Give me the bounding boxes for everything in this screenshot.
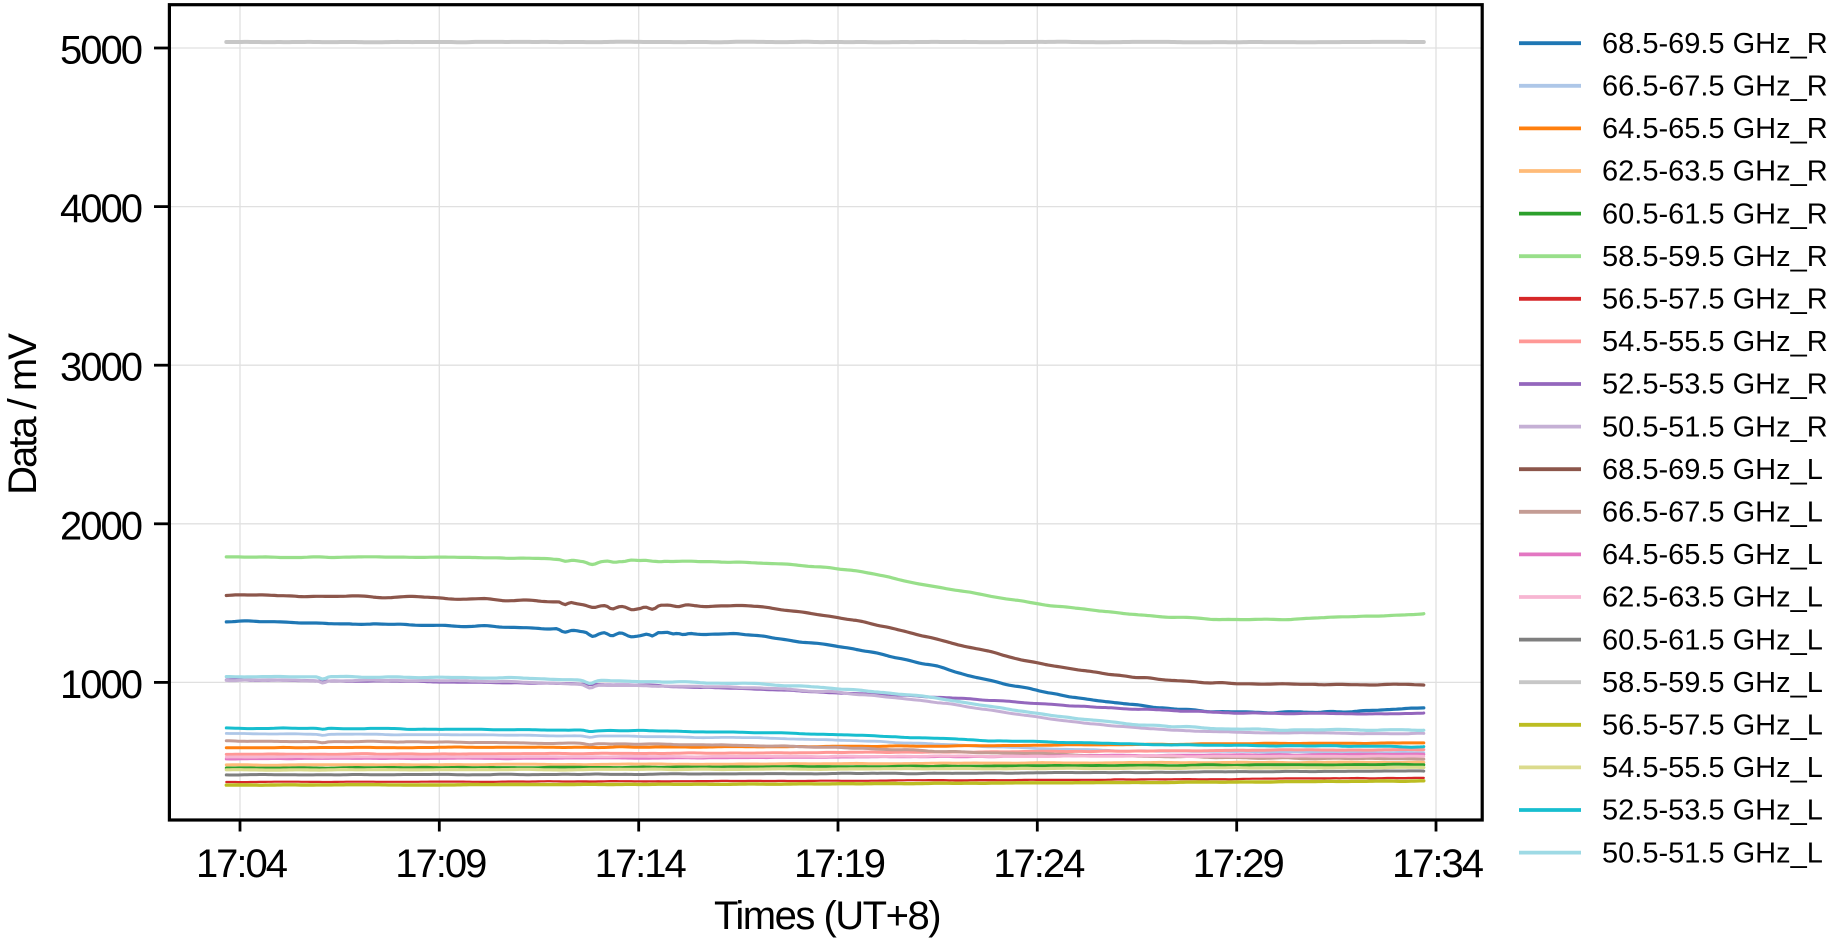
- svg-text:50.5-51.5 GHz_R: 50.5-51.5 GHz_R: [1602, 411, 1828, 443]
- svg-text:17:14: 17:14: [595, 842, 687, 886]
- svg-text:58.5-59.5 GHz_L: 58.5-59.5 GHz_L: [1602, 667, 1823, 699]
- svg-text:60.5-61.5 GHz_L: 60.5-61.5 GHz_L: [1602, 624, 1823, 656]
- svg-text:56.5-57.5 GHz_L: 56.5-57.5 GHz_L: [1602, 710, 1823, 742]
- svg-text:56.5-57.5 GHz_R: 56.5-57.5 GHz_R: [1602, 284, 1828, 316]
- svg-text:4000: 4000: [60, 187, 142, 231]
- svg-text:68.5-69.5 GHz_R: 68.5-69.5 GHz_R: [1602, 28, 1828, 60]
- svg-text:17:19: 17:19: [794, 842, 885, 886]
- svg-text:52.5-53.5 GHz_R: 52.5-53.5 GHz_R: [1602, 369, 1828, 401]
- svg-text:60.5-61.5 GHz_R: 60.5-61.5 GHz_R: [1602, 198, 1828, 230]
- svg-text:66.5-67.5 GHz_L: 66.5-67.5 GHz_L: [1602, 497, 1823, 529]
- svg-text:17:34: 17:34: [1392, 842, 1484, 886]
- svg-text:17:09: 17:09: [395, 842, 486, 886]
- svg-text:50.5-51.5 GHz_L: 50.5-51.5 GHz_L: [1602, 837, 1823, 869]
- svg-text:Data / mV: Data / mV: [1, 333, 45, 495]
- svg-text:1000: 1000: [60, 663, 142, 707]
- svg-text:62.5-63.5 GHz_L: 62.5-63.5 GHz_L: [1602, 582, 1823, 614]
- svg-text:66.5-67.5 GHz_R: 66.5-67.5 GHz_R: [1602, 71, 1828, 103]
- svg-text:64.5-65.5 GHz_L: 64.5-65.5 GHz_L: [1602, 539, 1823, 571]
- svg-text:Times (UT+8): Times (UT+8): [714, 894, 940, 938]
- svg-text:58.5-59.5 GHz_R: 58.5-59.5 GHz_R: [1602, 241, 1828, 273]
- svg-text:54.5-55.5 GHz_L: 54.5-55.5 GHz_L: [1602, 752, 1823, 784]
- svg-text:68.5-69.5 GHz_L: 68.5-69.5 GHz_L: [1602, 454, 1823, 486]
- svg-text:17:04: 17:04: [196, 842, 288, 886]
- svg-text:5000: 5000: [60, 29, 142, 73]
- svg-text:17:29: 17:29: [1193, 842, 1284, 886]
- svg-text:2000: 2000: [60, 504, 142, 548]
- svg-text:17:24: 17:24: [993, 842, 1085, 886]
- svg-text:54.5-55.5 GHz_R: 54.5-55.5 GHz_R: [1602, 326, 1828, 358]
- svg-text:52.5-53.5 GHz_L: 52.5-53.5 GHz_L: [1602, 795, 1823, 827]
- svg-text:3000: 3000: [60, 346, 142, 390]
- svg-text:64.5-65.5 GHz_R: 64.5-65.5 GHz_R: [1602, 113, 1828, 145]
- svg-text:62.5-63.5 GHz_R: 62.5-63.5 GHz_R: [1602, 156, 1828, 188]
